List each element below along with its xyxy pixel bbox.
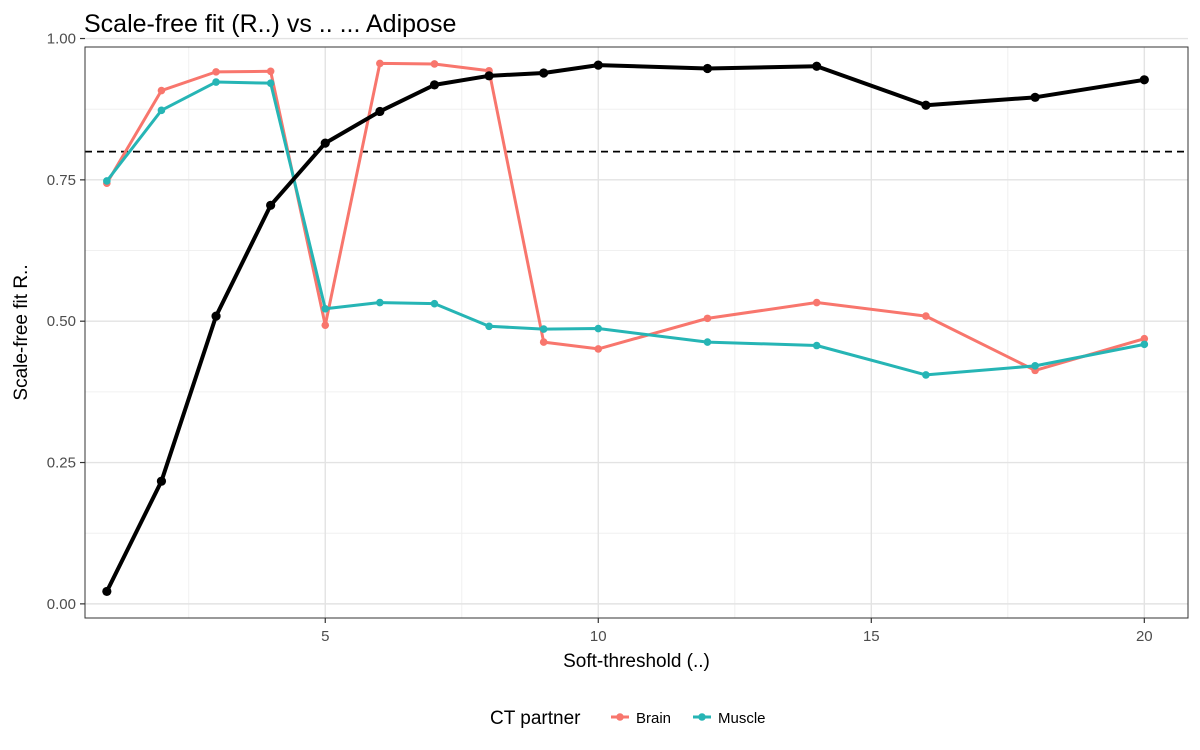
data-point-brain bbox=[212, 68, 220, 76]
y-tick-label: 0.75 bbox=[47, 172, 76, 189]
data-point-brain bbox=[539, 338, 548, 346]
x-tick-label: 15 bbox=[863, 628, 880, 645]
data-point-muscle bbox=[430, 299, 439, 308]
series-adipose bbox=[102, 60, 1149, 597]
data-point-brain bbox=[157, 86, 166, 95]
data-point-muscle bbox=[103, 177, 111, 185]
legend-item-muscle: Muscle bbox=[693, 710, 766, 727]
panel-border bbox=[84, 46, 1189, 619]
legend-label: Muscle bbox=[718, 710, 766, 727]
data-point-muscle bbox=[321, 304, 330, 313]
series-line-muscle bbox=[105, 80, 1146, 377]
series-brain bbox=[103, 59, 1149, 375]
series-line-adipose bbox=[104, 63, 1147, 594]
data-point-muscle bbox=[157, 106, 166, 115]
data-point-muscle bbox=[1031, 362, 1039, 370]
data-point-adipose bbox=[320, 138, 330, 148]
data-point-muscle bbox=[922, 371, 930, 379]
axes: 0.00 0.25 0.50 0.75 1.00 5 10 15 20 bbox=[47, 31, 1153, 645]
y-axis-title: Scale-free fit R.. bbox=[11, 264, 32, 400]
x-axis-title: Soft-threshold (..) bbox=[563, 651, 710, 672]
data-point-brain bbox=[812, 298, 821, 307]
data-point-adipose bbox=[593, 60, 603, 70]
data-point-adipose bbox=[921, 100, 931, 110]
data-point-muscle bbox=[812, 341, 821, 350]
y-tick-label: 0.50 bbox=[47, 313, 76, 330]
data-point-adipose bbox=[1030, 92, 1040, 102]
data-point-adipose bbox=[375, 106, 385, 117]
data-point-muscle bbox=[485, 322, 493, 331]
y-tick-label: 1.00 bbox=[47, 31, 76, 48]
chart-title: Scale-free fit (R..) vs .. ... Adipose bbox=[84, 10, 456, 38]
series-muscle bbox=[103, 78, 1149, 379]
y-tick-label: 0.25 bbox=[47, 455, 76, 472]
data-point-adipose bbox=[156, 476, 167, 486]
data-point-adipose bbox=[539, 68, 549, 78]
data-point-muscle bbox=[266, 79, 275, 87]
series-layer bbox=[102, 59, 1149, 597]
data-point-adipose bbox=[484, 71, 494, 81]
data-point-adipose bbox=[266, 200, 276, 210]
data-point-adipose bbox=[1139, 75, 1149, 85]
data-point-muscle bbox=[594, 324, 603, 333]
data-point-brain bbox=[430, 60, 439, 68]
legend-key-point bbox=[616, 713, 624, 721]
x-tick-label: 10 bbox=[590, 628, 607, 645]
data-point-brain bbox=[703, 314, 712, 323]
legend-label: Brain bbox=[636, 710, 671, 727]
data-point-brain bbox=[376, 59, 384, 68]
data-point-adipose bbox=[429, 80, 440, 90]
data-point-adipose bbox=[702, 63, 713, 74]
grid bbox=[85, 37, 1188, 618]
data-point-adipose bbox=[812, 61, 822, 71]
data-point-brain bbox=[266, 67, 275, 76]
legend-item-brain: Brain bbox=[611, 710, 671, 727]
x-tick-label: 20 bbox=[1136, 628, 1153, 645]
data-point-muscle bbox=[539, 325, 548, 333]
data-point-muscle bbox=[212, 78, 220, 86]
data-point-brain bbox=[321, 321, 330, 329]
legend: CT partner Brain Muscle bbox=[490, 708, 766, 729]
data-point-adipose bbox=[211, 311, 221, 321]
legend-key-point bbox=[698, 713, 706, 721]
data-point-brain bbox=[922, 312, 930, 320]
data-point-brain bbox=[594, 345, 603, 353]
data-point-muscle bbox=[703, 338, 712, 346]
y-tick-label: 0.00 bbox=[47, 596, 76, 613]
x-tick-label: 5 bbox=[321, 628, 329, 645]
data-point-muscle bbox=[376, 298, 384, 307]
data-point-muscle bbox=[1140, 340, 1149, 349]
legend-title: CT partner bbox=[490, 708, 581, 729]
data-point-adipose bbox=[102, 586, 112, 597]
data-point-brain bbox=[1140, 334, 1149, 343]
